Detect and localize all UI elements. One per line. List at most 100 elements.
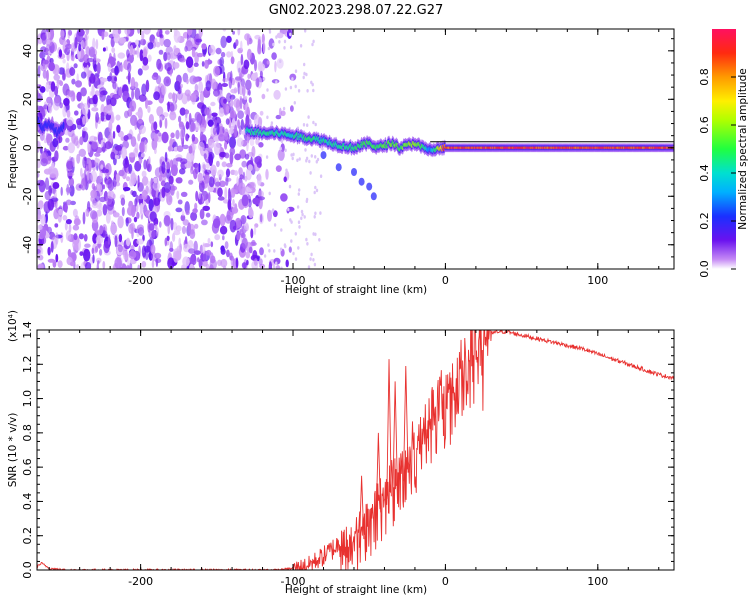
noise-blob	[290, 105, 294, 112]
noise-blob	[210, 101, 216, 107]
noise-blob	[248, 246, 253, 254]
noise-blob	[122, 158, 130, 169]
noise-blob	[167, 257, 175, 269]
noise-blob	[76, 153, 81, 164]
noise-blob	[45, 81, 50, 93]
snr-spike	[375, 432, 382, 521]
noise-blob	[92, 94, 98, 105]
noise-blob	[170, 164, 178, 177]
noise-blob	[45, 38, 53, 47]
noise-blob	[84, 156, 87, 162]
noise-blob	[305, 72, 308, 77]
noise-blob	[205, 199, 209, 206]
noise-blob	[164, 117, 168, 129]
noise-blob	[291, 77, 294, 81]
noise-blob	[72, 224, 80, 231]
noise-blob	[47, 246, 51, 256]
noise-blob	[111, 47, 116, 53]
noise-blob	[257, 196, 265, 201]
noise-blob	[66, 160, 74, 170]
noise-blob	[220, 35, 227, 49]
snr-panel: -200 -100 0 100 0.0 0.2 0.4 0.6 0.8 1.0 1.2 1.4 Hei…	[7, 310, 675, 596]
noise-blob	[101, 31, 105, 40]
noise-blob	[187, 222, 191, 231]
noise-blob	[76, 91, 82, 102]
noise-blob	[122, 250, 129, 261]
noise-blob	[37, 200, 44, 210]
noise-blob	[65, 230, 71, 242]
noise-blob	[138, 94, 147, 102]
noise-blob	[198, 191, 201, 200]
noise-blob	[37, 263, 44, 269]
noise-blob	[102, 47, 106, 52]
noise-blob	[135, 39, 139, 46]
noise-blob	[68, 177, 75, 187]
noise-blob	[60, 186, 63, 196]
noise-blob	[254, 34, 261, 40]
branch-blob	[320, 151, 327, 160]
noise-blob	[201, 113, 206, 126]
noise-blob	[237, 29, 241, 36]
noise-blob	[231, 207, 239, 214]
noise-blob	[247, 164, 253, 172]
noise-blob	[308, 159, 311, 164]
noise-blob	[50, 81, 56, 92]
noise-blob	[302, 75, 305, 80]
noise-blob	[66, 109, 71, 118]
x-tick-label: -100	[281, 274, 306, 287]
noise-blob	[123, 135, 129, 142]
noise-blob	[131, 88, 135, 100]
noise-blob	[153, 197, 161, 206]
noise-blob	[86, 57, 95, 63]
noise-blob	[238, 182, 246, 196]
noise-blob	[49, 29, 55, 35]
noise-blob	[229, 219, 237, 233]
noise-blob	[154, 252, 162, 259]
noise-blob	[45, 211, 48, 222]
noise-blob	[151, 260, 155, 268]
snr-spike	[386, 359, 392, 505]
noise-blob	[141, 30, 145, 41]
noise-blob	[40, 158, 48, 167]
x-tick-label: 100	[587, 575, 608, 588]
noise-blob	[65, 137, 70, 143]
noise-blob	[294, 257, 298, 261]
noise-blob	[241, 194, 249, 207]
noise-blob	[208, 176, 215, 188]
noise-blob	[159, 34, 164, 39]
noise-blob	[147, 181, 151, 186]
noise-blob	[91, 247, 95, 254]
noise-blob	[243, 103, 247, 111]
noise-blob	[67, 172, 75, 177]
noise-blob	[223, 131, 228, 137]
noise-blob	[291, 156, 294, 161]
noise-blob	[226, 210, 231, 222]
noise-blob	[275, 165, 282, 173]
noise-blob	[312, 258, 315, 262]
noise-blob	[190, 211, 198, 221]
noise-blob	[311, 82, 314, 87]
noise-blob	[313, 190, 316, 195]
noise-blob	[175, 225, 182, 232]
noise-blob	[110, 97, 117, 107]
noise-blob	[46, 133, 53, 144]
noise-blob	[95, 39, 99, 50]
noise-blob	[156, 106, 164, 117]
noise-blob	[215, 181, 221, 187]
noise-blob	[199, 244, 203, 255]
noise-blob	[51, 197, 59, 202]
noise-blob	[158, 49, 164, 55]
noise-blob	[127, 71, 131, 83]
noise-blob	[229, 151, 234, 165]
snr-spike	[358, 475, 365, 548]
noise-blob	[126, 49, 130, 58]
noise-blob	[311, 42, 314, 47]
noise-blob	[235, 99, 241, 112]
noise-blob	[255, 138, 260, 145]
ridge-core	[62, 123, 65, 128]
y-tick-label: 1.4	[21, 321, 34, 339]
noise-blob	[60, 29, 65, 39]
noise-blob	[205, 249, 212, 256]
noise-blob	[155, 258, 162, 264]
